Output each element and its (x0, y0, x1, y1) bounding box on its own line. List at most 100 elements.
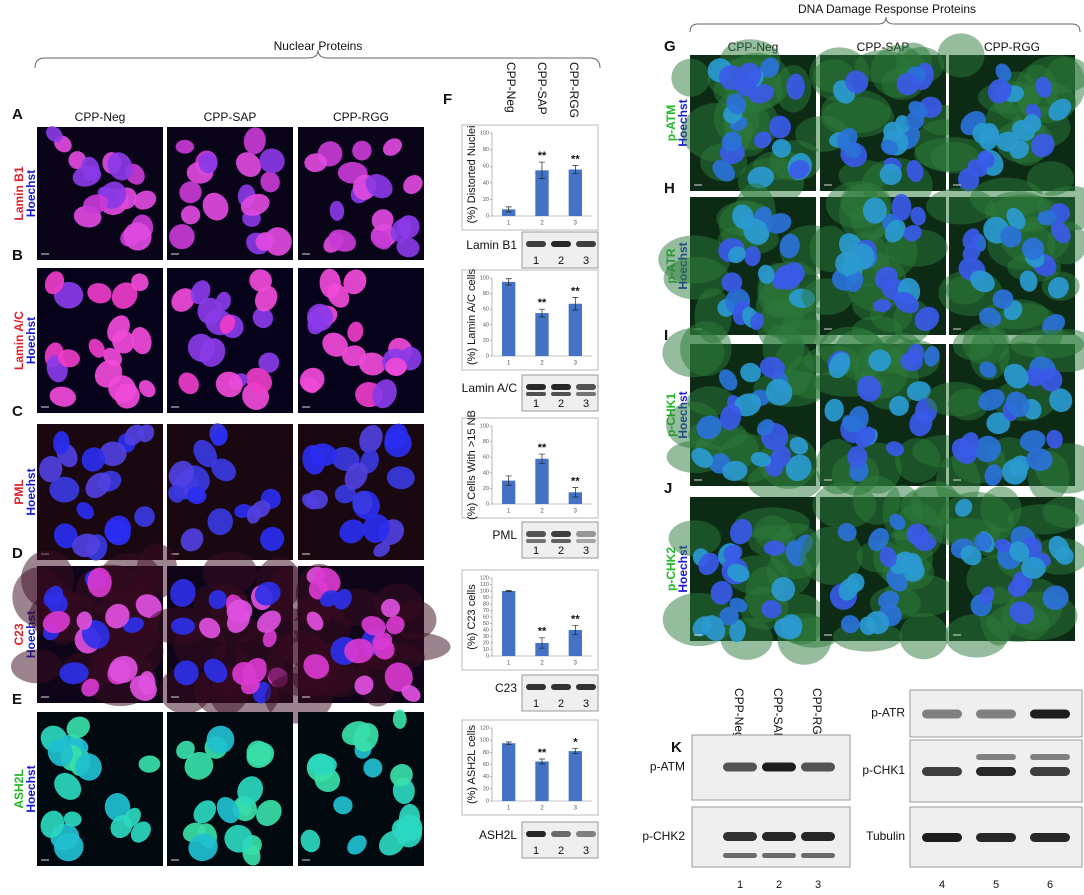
bar (535, 761, 549, 801)
nucleus (951, 438, 977, 464)
nucleus (747, 166, 775, 189)
cytoplasm (1042, 496, 1084, 528)
nucleus (372, 379, 397, 409)
nucleus (206, 725, 235, 754)
nucleus (259, 148, 285, 174)
nucleus (105, 519, 131, 546)
lane-number: 1 (533, 398, 539, 410)
lane-number: 5 (993, 879, 999, 891)
nucleus (760, 57, 780, 78)
panel-letter: C (12, 403, 23, 420)
significance: ** (538, 150, 547, 162)
nucleus (251, 500, 271, 518)
x-tick-label: 1 (507, 221, 511, 227)
significance: ** (538, 297, 547, 309)
nucleus (1035, 76, 1052, 98)
bar (535, 313, 549, 356)
nucleus (260, 171, 280, 193)
x-tick-label: 2 (540, 361, 544, 367)
blot-band (551, 384, 571, 390)
nucleus (880, 139, 899, 155)
nucleus (987, 78, 1011, 104)
nucleus (1026, 448, 1053, 472)
nucleus (53, 431, 70, 455)
nucleus (249, 269, 272, 292)
bar (502, 743, 516, 801)
y-tick-label: 70 (483, 608, 489, 614)
cytoplasm (899, 612, 949, 660)
nucleus (254, 581, 281, 606)
nucleus (81, 678, 100, 697)
nucleus (386, 615, 405, 635)
blot-label: p-CHK2 (642, 829, 685, 843)
nucleus (104, 793, 131, 822)
nucleus (765, 379, 793, 406)
y-tick-label: 80 (483, 291, 489, 297)
nucleus (307, 313, 326, 335)
lane-number: 2 (558, 545, 564, 557)
blot-band (801, 832, 835, 841)
y-tick-label: 100 (480, 423, 489, 429)
nucleus (76, 502, 94, 520)
nucleus (924, 346, 940, 367)
nucleus (137, 424, 155, 443)
nucleus (879, 163, 902, 186)
nucleus (984, 464, 1003, 486)
x-tick-label: 3 (574, 661, 578, 667)
blot-band (922, 833, 962, 842)
nucleus (729, 619, 746, 643)
y-tick-label: 100 (480, 275, 489, 281)
error-bar (572, 625, 579, 635)
nucleus (884, 219, 906, 243)
nucleus (1049, 388, 1073, 413)
blot-band (976, 833, 1016, 842)
nucleus (258, 352, 280, 373)
blot-label: ASH2L (479, 828, 517, 842)
nucleus (99, 441, 127, 467)
nucleus (1021, 237, 1045, 261)
blot (521, 231, 599, 269)
nucleus (726, 93, 747, 115)
nucleus (333, 796, 353, 815)
nucleus (774, 617, 802, 640)
nucleus (59, 662, 89, 685)
nucleus (710, 580, 733, 605)
y-tick-label: 20 (483, 786, 489, 792)
nucleus (333, 589, 352, 610)
x-tick-label: 1 (507, 806, 511, 812)
nucleus (384, 662, 413, 692)
blot-band (526, 831, 546, 837)
y-tick-label: 100 (480, 738, 489, 744)
nucleus (759, 356, 785, 379)
column-header: CPP-RGG (810, 688, 824, 744)
nucleus (828, 352, 851, 379)
nucleus (750, 312, 764, 331)
nucleus (47, 738, 74, 767)
y-tick-label: 10 (483, 647, 489, 653)
nucleus (978, 389, 1005, 411)
nucleus (722, 460, 748, 481)
nucleus (198, 153, 218, 174)
nucleus (133, 190, 157, 210)
error-bar (572, 487, 579, 498)
counterstain-label: Hoechst (24, 468, 38, 515)
nucleus (837, 523, 857, 542)
stain-label: ASH2L (12, 769, 26, 808)
nucleus (779, 233, 800, 259)
blot-band (576, 684, 596, 690)
nucleus (241, 677, 260, 695)
nucleus (855, 426, 876, 448)
significance: ** (538, 747, 547, 759)
nucleus (207, 508, 233, 536)
nucleus (173, 660, 199, 686)
error-bar (539, 453, 545, 464)
blot-band (576, 241, 596, 247)
nucleus (691, 447, 713, 468)
nucleus (770, 446, 791, 468)
nucleus (401, 685, 421, 702)
nucleus (995, 63, 1012, 82)
nucleus (978, 123, 1000, 151)
bar (502, 281, 516, 356)
nucleus (889, 395, 909, 416)
